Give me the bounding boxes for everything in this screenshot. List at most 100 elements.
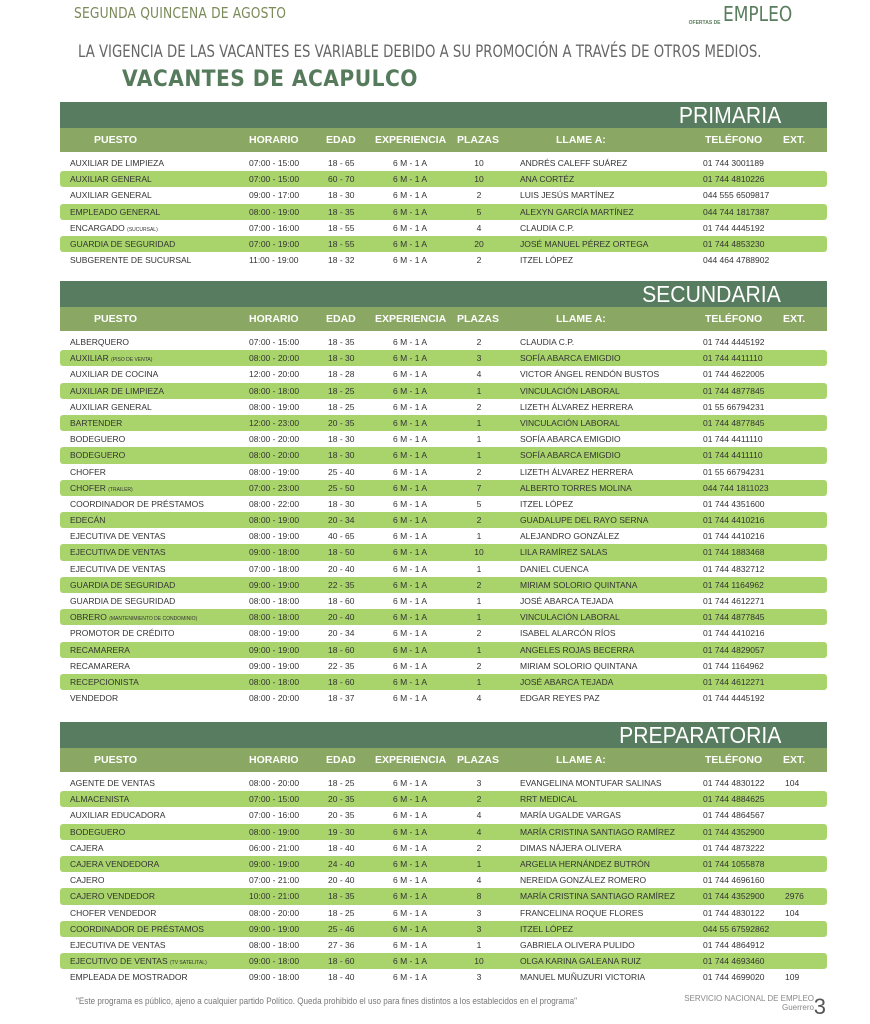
cell-puesto: ENCARGADO (SUCURSAL)	[70, 223, 158, 233]
cell-horario: 08:00 - 20:00	[249, 907, 300, 918]
cell-puesto: GUARDIA DE SEGURIDAD	[70, 596, 175, 606]
cell-contacto: JOSÉ ABARCA TEJADA	[520, 596, 614, 606]
table-row: AUXILIAR DE LIMPIEZA 07:00 - 15:00 18 - 65…	[60, 155, 827, 171]
cell-contacto: ITZEL LÓPEZ	[520, 255, 574, 266]
table-row: GUARDIA DE SEGURIDAD 09:00 - 19:00 22 - 35…	[60, 576, 827, 593]
cell-edad: 18 - 25	[328, 907, 355, 918]
table-row: AUXILIAR DE COCINA 12:00 - 20:00 18 - 28 6 …	[60, 366, 827, 382]
table-row: BODEGUERO 08:00 - 20:00 18 - 30 6 M - 1 A 1 S…	[60, 447, 827, 464]
cell-puesto: AUXILIAR DE COCINA	[70, 369, 158, 379]
cell-plazas: 8	[476, 891, 482, 902]
cell-edad: 24 - 40	[328, 858, 355, 869]
job-title: GUARDIA DE SEGURIDAD	[70, 579, 176, 590]
cell-experiencia: 6 M - 1 A	[393, 972, 428, 983]
table-row: ALBERQUERO 07:00 - 15:00 18 - 35 6 M - 1 A 2…	[60, 334, 827, 350]
cell-puesto: EMPLEADO GENERAL	[70, 207, 160, 217]
cell-plazas: 5	[476, 206, 482, 217]
cell-edad: 18 - 40	[328, 842, 355, 853]
column-header: LLAME A:	[556, 134, 606, 146]
cell-puesto: BODEGUERO	[70, 827, 125, 837]
table-row: EJECUTIVA DE VENTAS 08:00 - 19:00 40 - 65 6…	[60, 528, 827, 544]
cell-puesto: PROMOTOR DE CRÉDITO	[70, 628, 175, 638]
table-row: CAJERA VENDEDORA 09:00 - 19:00 24 - 40 6 M …	[60, 855, 827, 873]
cell-telefono: 01 744 4832712	[703, 563, 765, 574]
column-header: EXPERIENCIA	[375, 313, 447, 325]
cell-experiencia: 6 M - 1 A	[393, 826, 428, 837]
cell-puesto: VENDEDOR	[70, 693, 118, 703]
cell-plazas: 2	[476, 466, 482, 477]
column-headers: PUESTO HORARIO EDAD EXPERIENCIA PLAZAS LLAME …	[60, 748, 827, 772]
cell-horario: 09:00 - 19:00	[249, 923, 300, 934]
job-title: CHOFER	[70, 466, 106, 477]
job-title: EMPLEADA DE MOSTRADOR	[70, 972, 188, 983]
cell-contacto: MIRIAM SOLORIO QUINTANA	[520, 579, 638, 590]
cell-horario: 07:00 - 18:00	[249, 563, 300, 574]
table-row: CAJERA 06:00 - 21:00 18 - 40 6 M - 1 A 2 DIMA…	[60, 840, 827, 856]
cell-experiencia: 6 M - 1 A	[393, 842, 428, 853]
cell-edad: 20 - 34	[328, 515, 355, 526]
cell-telefono: 01 744 1883468	[703, 547, 765, 558]
cell-contacto: LIZETH ÁLVAREZ HERRERA	[520, 401, 634, 412]
table-row: GUARDIA DE SEGURIDAD 07:00 - 19:00 18 - 55…	[60, 235, 827, 253]
cell-ext: 2976	[785, 891, 804, 902]
column-header: TELÉFONO	[705, 754, 763, 766]
column-header: HORARIO	[249, 313, 299, 325]
cell-telefono: 01 744 4864567	[703, 810, 765, 821]
cell-telefono: 01 744 4410216	[703, 531, 765, 542]
table-row: EDECÁN 08:00 - 19:00 20 - 34 6 M - 1 A 2 GUAD…	[60, 512, 827, 529]
cell-telefono: 01 744 4445192	[703, 337, 765, 347]
cell-edad: 18 - 25	[328, 778, 355, 788]
cell-contacto: ARGELIA HERNÁNDEZ BUTRÓN	[520, 858, 650, 869]
cell-horario: 08:00 - 18:00	[249, 612, 300, 623]
cell-plazas: 2	[476, 660, 482, 671]
cell-plazas: 2	[476, 842, 482, 853]
cell-contacto: SOFÍA ABARCA EMIGDIO	[520, 353, 621, 364]
job-title: AUXILIAR GENERAL	[70, 190, 152, 201]
section-title: PREPARATORIA	[618, 722, 781, 748]
job-title: PROMOTOR DE CRÉDITO	[70, 628, 175, 639]
table-row: EJECUTIVO DE VENTAS (TV SATELITAL) 09:00 …	[60, 953, 827, 970]
cell-puesto: AUXILIAR DE LIMPIEZA	[70, 386, 164, 396]
cell-telefono: 01 744 4351600	[703, 498, 765, 509]
cell-horario: 08:00 - 18:00	[249, 596, 300, 606]
cell-ext: 109	[785, 972, 800, 983]
cell-contacto: DIMAS NÁJERA OLIVERA	[520, 842, 622, 853]
cell-edad: 18 - 65	[328, 158, 355, 168]
cell-puesto: AUXILIAR EDUCADORA	[70, 810, 165, 820]
cell-plazas: 1	[476, 858, 482, 869]
column-header: EXT.	[783, 134, 806, 146]
cell-edad: 20 - 35	[328, 810, 355, 821]
table-row: AGENTE DE VENTAS 08:00 - 20:00 18 - 25 6 M …	[60, 775, 827, 791]
cell-telefono: 01 744 4612271	[703, 596, 765, 606]
cell-edad: 20 - 35	[328, 794, 355, 805]
cell-puesto: AUXILIAR DE LIMPIEZA	[70, 158, 164, 168]
cell-plazas: 1	[476, 450, 482, 461]
table-row: CHOFER (TRAILER) 07:00 - 23:00 25 - 50 6 M …	[60, 479, 827, 496]
cell-edad: 60 - 70	[328, 174, 355, 185]
cell-experiencia: 6 M - 1 A	[393, 450, 428, 461]
cell-contacto: JOSÉ MANUEL PÉREZ ORTEGA	[520, 238, 649, 249]
period-label: SEGUNDA QUINCENA DE AGOSTO	[74, 4, 287, 22]
cell-telefono: 01 744 1055878	[703, 858, 765, 869]
cell-edad: 18 - 30	[328, 353, 355, 364]
section-primaria: PRIMARIA PUESTO HORARIO EDAD EXPERIENCIA PLAZ…	[60, 102, 827, 268]
cell-experiencia: 6 M - 1 A	[393, 222, 428, 233]
cell-edad: 18 - 30	[328, 498, 355, 509]
cell-contacto: VINCULACIÓN LABORAL	[520, 385, 620, 396]
cell-plazas: 2	[476, 337, 482, 347]
cell-puesto: EDECÁN	[70, 515, 105, 525]
cell-edad: 25 - 40	[328, 466, 355, 477]
cell-contacto: MARÍA CRISTINA SANTIAGO RAMÍREZ	[520, 891, 675, 902]
cell-horario: 08:00 - 20:00	[249, 450, 300, 461]
cell-contacto: SOFÍA ABARCA EMIGDIO	[520, 434, 621, 445]
cell-puesto: AUXILIAR GENERAL	[70, 174, 152, 184]
cell-contacto: EDGAR REYES PAZ	[520, 693, 600, 704]
column-header: TELÉFONO	[705, 313, 763, 325]
cell-experiencia: 6 M - 1 A	[393, 255, 428, 266]
cell-telefono: 01 744 4693460	[703, 956, 765, 967]
cell-experiencia: 6 M - 1 A	[393, 644, 428, 655]
cell-puesto: CHOFER (TRAILER)	[70, 483, 133, 493]
job-title: AUXILIAR GENERAL	[70, 174, 152, 185]
cell-plazas: 1	[476, 385, 482, 396]
cell-plazas: 10	[474, 547, 484, 558]
